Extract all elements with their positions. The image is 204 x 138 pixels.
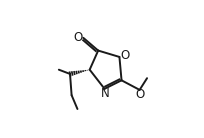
- Text: O: O: [120, 49, 129, 62]
- Text: N: N: [101, 87, 110, 100]
- Text: O: O: [74, 31, 83, 44]
- Text: O: O: [135, 88, 144, 101]
